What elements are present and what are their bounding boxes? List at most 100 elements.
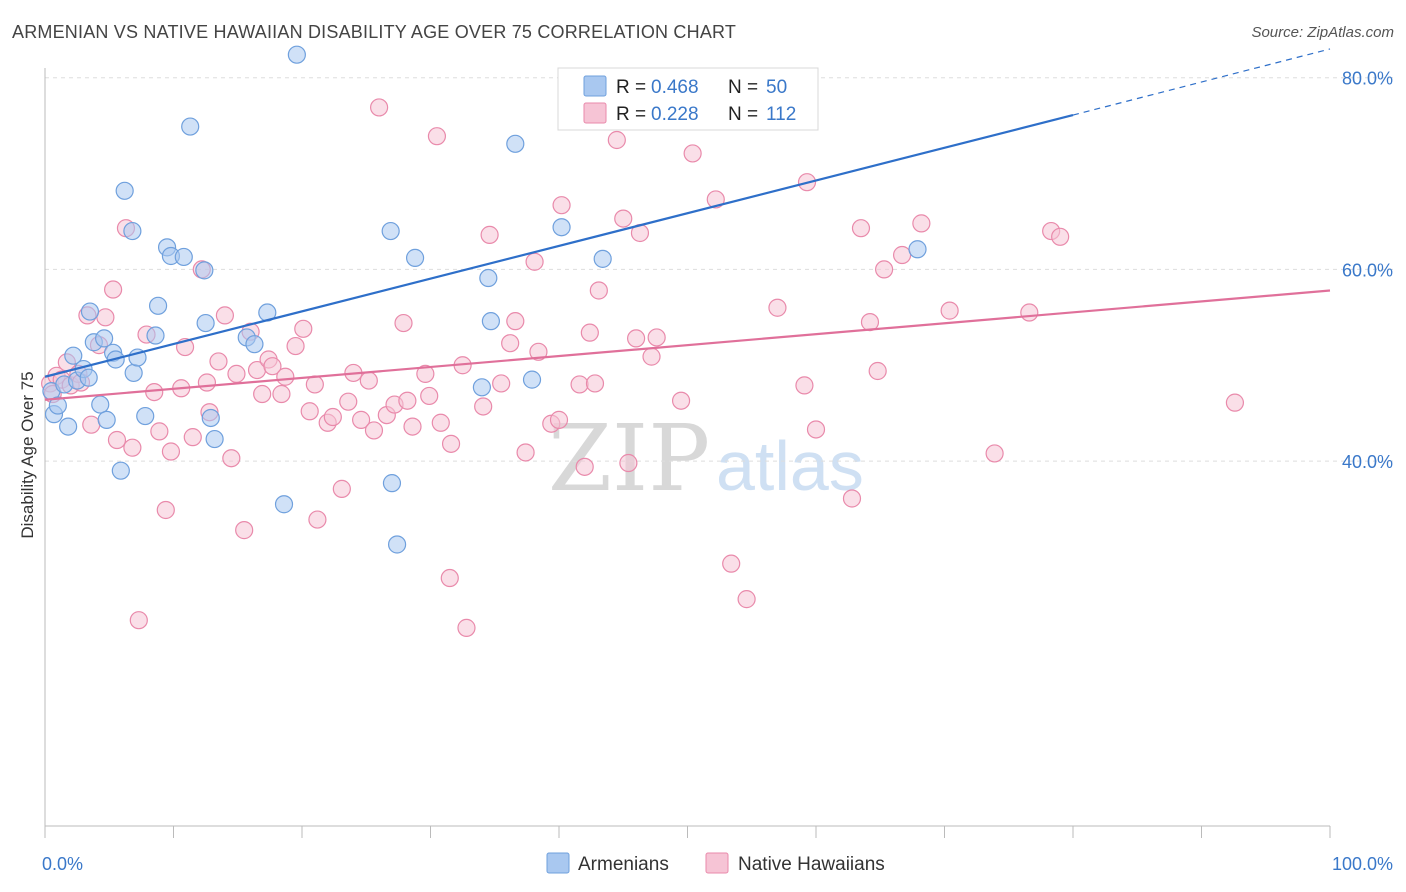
hawaiian-point <box>607 130 626 150</box>
hawaiian-point <box>222 449 241 468</box>
armenian-point <box>146 326 165 345</box>
legend-box: R = 0.468 N = 50 R = 0.228 N = 112 <box>557 67 819 131</box>
y-tick-label: 60.0% <box>1342 260 1393 280</box>
hawaiian-point <box>575 457 594 476</box>
hawaiian-point <box>339 392 358 411</box>
hawaiian-point <box>642 347 661 366</box>
hawaiian-point <box>300 402 319 421</box>
hawaiian-point <box>580 323 599 342</box>
hawaiian-point <box>197 373 217 392</box>
x-tick-label: 0.0% <box>42 854 83 874</box>
hawaiian-points <box>41 98 1245 637</box>
armenian-point <box>552 218 571 237</box>
armenian-point <box>506 134 525 153</box>
legend-armenian-r-label: R = <box>616 77 646 98</box>
armenian-point <box>479 268 498 288</box>
legend-armenian-r-value: 0.468 <box>651 77 699 98</box>
armenian-point <box>80 302 100 321</box>
hawaiian-point <box>589 281 608 300</box>
armenian-point <box>481 312 500 331</box>
hawaiian-point <box>722 554 741 573</box>
armenian-point <box>908 240 927 259</box>
bottom-legend-armenian-swatch <box>546 852 570 874</box>
hawaiian-point <box>570 375 589 394</box>
trend-lines <box>44 48 1331 401</box>
armenian-point <box>174 247 193 267</box>
hawaiian-point <box>323 407 342 427</box>
source-label: Source: ZipAtlas.com <box>1251 24 1394 41</box>
armenian-point <box>593 249 612 268</box>
armenian-point <box>274 495 294 514</box>
axes <box>44 68 1331 838</box>
hawaiian-point <box>263 357 282 376</box>
hawaiian-point <box>842 489 862 508</box>
bottom-legend: Armenians Native Hawaiians <box>546 852 885 875</box>
armenian-point <box>245 335 264 354</box>
hawaiian-point <box>359 371 378 390</box>
hawaiian-point <box>506 312 525 331</box>
armenian-point <box>111 461 130 480</box>
legend-hawaiian-swatch <box>583 102 607 124</box>
hawaiian-point <box>305 375 324 394</box>
armenian-points <box>42 45 927 554</box>
hawaiian-point <box>516 443 535 462</box>
hawaiian-point <box>364 421 384 440</box>
chart-title: ARMENIAN VS NATIVE HAWAIIAN DISABILITY A… <box>12 22 737 42</box>
armenian-point <box>59 417 78 436</box>
hawaiian-point <box>985 444 1004 463</box>
hawaiian-point <box>129 611 148 630</box>
armenian-trend-extension <box>1072 48 1331 116</box>
hawaiian-point <box>145 382 164 402</box>
hawaiian-point <box>457 618 476 637</box>
hawaiian-point <box>96 308 115 327</box>
y-tick-label: 80.0% <box>1342 69 1393 89</box>
armenian-point <box>381 221 400 241</box>
hawaiian-point <box>706 190 725 209</box>
armenian-point <box>148 296 168 315</box>
armenian-trend-line <box>44 114 1074 378</box>
hawaiian-point <box>294 319 313 338</box>
hawaiian-point <box>253 384 272 404</box>
hawaiian-point <box>529 342 548 361</box>
hawaiian-point <box>474 397 493 416</box>
armenian-point <box>91 395 110 414</box>
hawaiian-point <box>940 301 959 320</box>
hawaiian-point <box>104 280 123 299</box>
hawaiian-point <box>215 306 234 325</box>
hawaiian-point <box>227 364 246 383</box>
hawaiian-point <box>868 361 887 381</box>
hawaiian-point <box>107 430 127 450</box>
hawaiian-point <box>427 127 447 146</box>
armenian-point <box>124 363 143 383</box>
hawaiian-point <box>1020 303 1039 322</box>
hawaiian-point <box>398 391 417 410</box>
armenian-point <box>382 474 402 493</box>
legend-armenian-swatch <box>583 75 607 97</box>
hawaiian-point <box>82 415 101 434</box>
hawaiian-point <box>370 98 389 117</box>
hawaiian-point <box>156 500 175 520</box>
hawaiian-point <box>420 386 439 406</box>
hawaiian-point <box>352 410 371 429</box>
hawaiian-point <box>795 376 814 395</box>
hawaiian-point <box>614 209 633 228</box>
armenian-point <box>123 221 142 241</box>
hawaiian-point <box>272 384 291 404</box>
legend-hawaiian-r-value: 0.228 <box>651 104 699 125</box>
armenian-point <box>136 406 155 426</box>
legend-hawaiian-n-label: N = <box>728 104 758 125</box>
hawaiian-point <box>332 479 351 498</box>
hawaiian-point <box>394 313 413 333</box>
hawaiian-point <box>647 328 666 347</box>
hawaiian-point <box>440 568 459 588</box>
armenian-point <box>205 429 224 449</box>
hawaiian-point <box>549 410 569 429</box>
armenian-point <box>196 313 215 333</box>
y-axis-title: Disability Age Over 75 <box>18 371 37 538</box>
legend-armenian-n-value: 50 <box>766 77 787 98</box>
hawaiian-point <box>441 434 461 453</box>
legend-hawaiian-n-value: 112 <box>766 104 796 125</box>
hawaiian-trend-line <box>44 289 1331 401</box>
hawaiian-point <box>552 196 571 215</box>
